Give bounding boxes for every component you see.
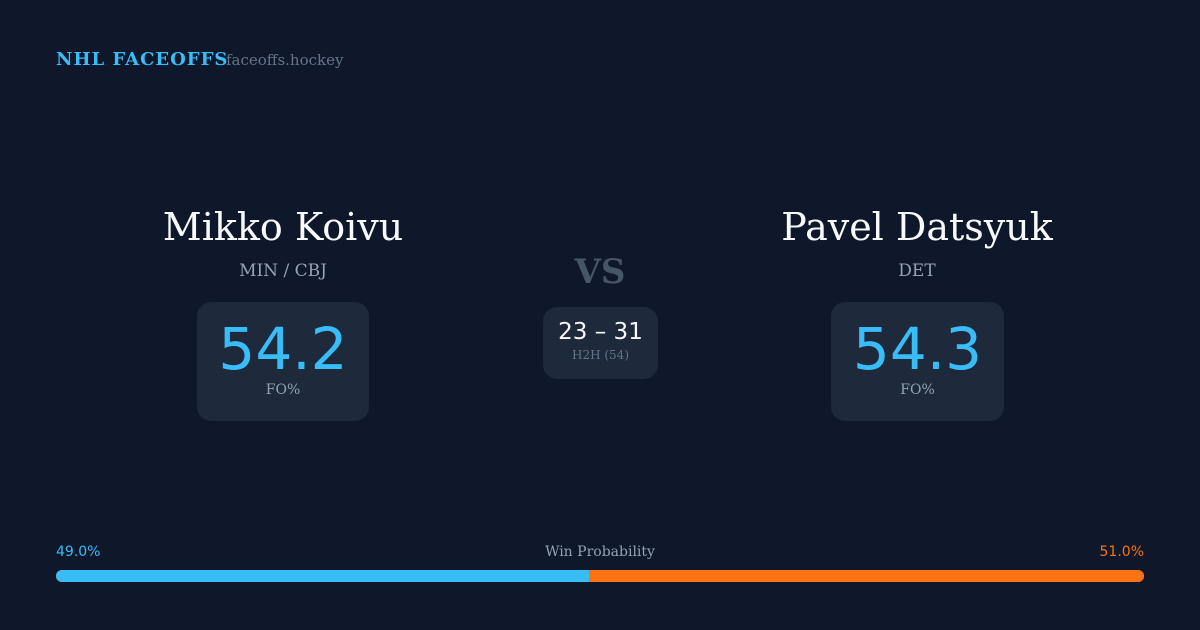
right-win-pct: 51.0%	[1099, 544, 1144, 560]
win-probability-bar	[56, 570, 1144, 582]
left-player-team: MIN / CBJ	[239, 261, 327, 281]
right-player-team: DET	[898, 261, 936, 281]
win-probability-label: Win Probability	[545, 544, 655, 560]
left-fo-card: 54.2 FO%	[197, 302, 369, 421]
vs-label: VS	[574, 252, 626, 292]
left-fo-pct: 54.2	[218, 315, 348, 383]
left-win-pct: 49.0%	[56, 544, 101, 560]
right-fo-pct: 54.3	[852, 315, 983, 383]
h2h-score: 23 – 31	[558, 319, 643, 345]
h2h-card: 23 – 31 H2H (54)	[543, 307, 658, 379]
right-fo-card: 54.3 FO%	[831, 302, 1004, 421]
right-player: Pavel Datsyuk DET	[667, 205, 1167, 281]
brand-title: NHL FACEOFFS	[56, 49, 229, 70]
site-url[interactable]: faceoffs.hockey	[226, 51, 344, 69]
left-player: Mikko Koivu MIN / CBJ	[33, 205, 533, 281]
left-win-fill	[56, 570, 590, 582]
left-fo-label: FO%	[265, 382, 301, 398]
right-player-name: Pavel Datsyuk	[781, 205, 1053, 249]
h2h-label: H2H (54)	[571, 348, 629, 362]
right-fo-label: FO%	[900, 382, 935, 398]
right-win-fill	[589, 570, 1144, 582]
left-player-name: Mikko Koivu	[162, 205, 404, 249]
